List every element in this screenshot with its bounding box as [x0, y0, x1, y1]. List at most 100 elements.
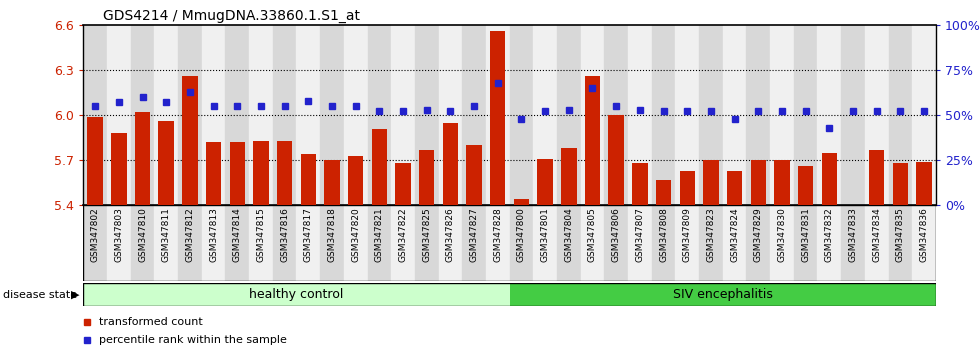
- Bar: [628, 205, 652, 281]
- Bar: [679, 171, 695, 205]
- Bar: [111, 133, 126, 205]
- Text: GSM347820: GSM347820: [351, 207, 361, 262]
- Bar: [747, 25, 770, 205]
- Bar: [841, 25, 865, 205]
- Bar: [159, 121, 173, 205]
- Text: GSM347834: GSM347834: [872, 207, 881, 262]
- Bar: [344, 25, 368, 205]
- Text: GSM347802: GSM347802: [90, 207, 100, 262]
- Bar: [368, 205, 391, 281]
- Bar: [821, 153, 837, 205]
- Bar: [490, 31, 506, 205]
- Text: disease state: disease state: [3, 290, 77, 300]
- Text: GSM347836: GSM347836: [919, 207, 929, 262]
- Bar: [704, 160, 718, 205]
- Text: percentile rank within the sample: percentile rank within the sample: [99, 335, 287, 345]
- Bar: [723, 25, 747, 205]
- Text: GSM347807: GSM347807: [635, 207, 645, 262]
- Text: GSM347805: GSM347805: [588, 207, 597, 262]
- Bar: [202, 205, 225, 281]
- Text: GSM347829: GSM347829: [754, 207, 762, 262]
- Bar: [533, 205, 557, 281]
- Text: GSM347818: GSM347818: [327, 207, 336, 262]
- Bar: [272, 205, 296, 281]
- Bar: [747, 205, 770, 281]
- Text: GSM347814: GSM347814: [232, 207, 242, 262]
- Text: GSM347828: GSM347828: [493, 207, 503, 262]
- Bar: [83, 205, 107, 281]
- Text: GSM347816: GSM347816: [280, 207, 289, 262]
- Text: GSM347810: GSM347810: [138, 207, 147, 262]
- Bar: [419, 150, 434, 205]
- Bar: [632, 163, 648, 205]
- Bar: [893, 163, 908, 205]
- Text: GSM347833: GSM347833: [849, 207, 858, 262]
- Bar: [510, 205, 533, 281]
- Bar: [391, 25, 415, 205]
- Bar: [439, 205, 463, 281]
- Bar: [889, 205, 912, 281]
- Bar: [225, 205, 249, 281]
- Text: transformed count: transformed count: [99, 317, 203, 327]
- Bar: [107, 25, 130, 205]
- Bar: [320, 205, 344, 281]
- Text: GSM347835: GSM347835: [896, 207, 905, 262]
- Bar: [770, 25, 794, 205]
- Text: GSM347808: GSM347808: [659, 207, 668, 262]
- Bar: [537, 159, 553, 205]
- Bar: [135, 112, 150, 205]
- Bar: [225, 25, 249, 205]
- Text: GSM347830: GSM347830: [777, 207, 787, 262]
- Bar: [395, 163, 411, 205]
- Bar: [841, 205, 865, 281]
- Bar: [320, 25, 344, 205]
- Text: ▶: ▶: [71, 290, 79, 300]
- Bar: [798, 166, 813, 205]
- Bar: [463, 25, 486, 205]
- Bar: [846, 205, 860, 207]
- Bar: [178, 205, 202, 281]
- Text: GSM347804: GSM347804: [564, 207, 573, 262]
- Text: GSM347803: GSM347803: [115, 207, 123, 262]
- Bar: [130, 25, 155, 205]
- Bar: [415, 205, 438, 281]
- Bar: [272, 25, 296, 205]
- Bar: [296, 25, 320, 205]
- Bar: [794, 25, 817, 205]
- Text: GSM347801: GSM347801: [541, 207, 550, 262]
- Bar: [605, 25, 628, 205]
- Text: GSM347826: GSM347826: [446, 207, 455, 262]
- Bar: [182, 76, 198, 205]
- Bar: [324, 160, 340, 205]
- Bar: [580, 205, 605, 281]
- Bar: [344, 205, 368, 281]
- Bar: [178, 25, 202, 205]
- Bar: [916, 162, 932, 205]
- Bar: [415, 25, 438, 205]
- Bar: [585, 76, 600, 205]
- Bar: [533, 25, 557, 205]
- Bar: [87, 116, 103, 205]
- Bar: [368, 25, 391, 205]
- Bar: [699, 205, 722, 281]
- Bar: [514, 199, 529, 205]
- Bar: [628, 25, 652, 205]
- Bar: [206, 142, 221, 205]
- Text: GSM347806: GSM347806: [612, 207, 620, 262]
- Bar: [107, 205, 130, 281]
- Bar: [466, 145, 482, 205]
- Bar: [652, 25, 675, 205]
- Bar: [557, 205, 580, 281]
- Bar: [652, 205, 675, 281]
- Bar: [656, 180, 671, 205]
- Bar: [443, 122, 458, 205]
- Bar: [439, 25, 463, 205]
- Bar: [249, 25, 272, 205]
- Bar: [83, 283, 510, 306]
- Bar: [83, 25, 107, 205]
- Text: GSM347823: GSM347823: [707, 207, 715, 262]
- Bar: [348, 156, 364, 205]
- Bar: [723, 205, 747, 281]
- Text: GSM347821: GSM347821: [374, 207, 384, 262]
- Bar: [605, 205, 628, 281]
